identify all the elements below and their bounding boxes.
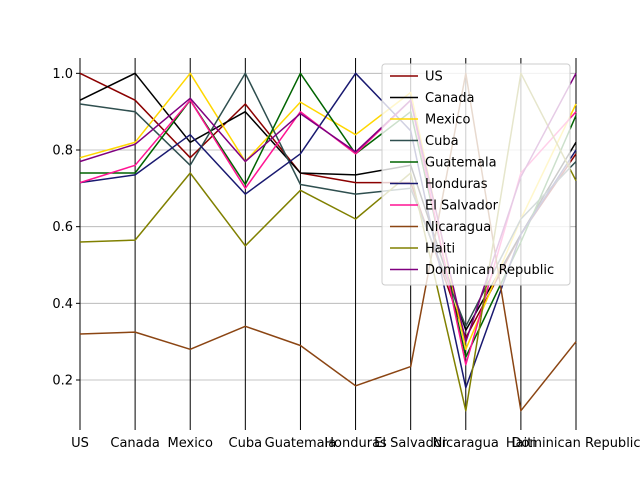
x-tick-label-canada: Canada <box>110 436 159 451</box>
y-tick-layer: 0.2 0.4 0.6 0.8 1.0 <box>52 67 80 389</box>
y-tick-label: 0.8 <box>52 144 73 159</box>
x-tick-label-haiti: Haiti <box>506 436 536 451</box>
legend-label-nicaragua: Nicaragua <box>425 220 491 235</box>
x-tick-label-guatemala: Guatemala <box>265 436 337 451</box>
legend-label-cuba: Cuba <box>425 134 459 149</box>
legend-label-mexico: Mexico <box>425 113 470 128</box>
x-tick-label-dominican-republic: Dominican Republic <box>511 436 640 451</box>
x-tick-label-el-salvador: El Salvador <box>374 436 448 451</box>
series-line-honduras <box>79 72 577 389</box>
legend-label-el-salvador: El Salvador <box>425 199 499 214</box>
legend-label-dominican-republic: Dominican Republic <box>425 263 554 278</box>
y-tick-label: 0.2 <box>52 374 73 389</box>
x-tick-label-nicaragua: Nicaragua <box>433 436 499 451</box>
x-tick-label-us: US <box>71 436 89 451</box>
legend: US Canada Mexico Cuba Guatemala Honduras El Sa… <box>381 63 571 286</box>
x-tick-label-mexico: Mexico <box>168 436 213 451</box>
legend-label-guatemala: Guatemala <box>425 156 497 171</box>
legend-label-haiti: Haiti <box>425 242 455 257</box>
x-tick-label-honduras: Honduras <box>324 436 387 451</box>
legend-label-honduras: Honduras <box>425 177 488 192</box>
legend-label-us: US <box>425 70 443 85</box>
x-tick-label-cuba: Cuba <box>229 436 263 451</box>
y-tick-label: 1.0 <box>52 67 73 82</box>
y-tick-label: 0.6 <box>52 220 73 235</box>
y-tick-label: 0.4 <box>52 297 73 312</box>
legend-frame <box>381 63 571 286</box>
legend-label-canada: Canada <box>425 91 474 106</box>
